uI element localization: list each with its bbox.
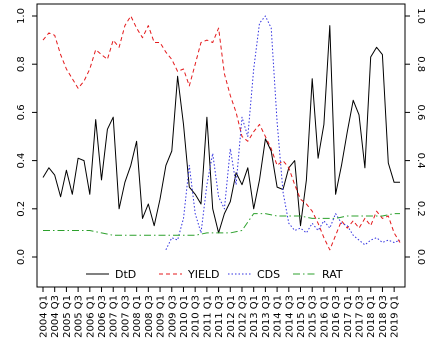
x-tick-label: 2010 Q3 [191,295,202,338]
x-tick-label: 2012 Q1 [226,295,237,338]
x-tick-label: 2013 Q1 [249,295,260,338]
legend-label-cds: CDS [257,268,280,281]
x-tick-label: 2014 Q3 [284,295,295,338]
right-y-tick-label: 0.4 [415,153,426,169]
series-lines [42,15,401,251]
right-y-tick-label: 0.6 [415,104,426,120]
x-tick-label: 2016 Q3 [331,295,342,338]
legend-label-yield: YIELD [187,268,220,281]
x-tick-label: 2007 Q1 [109,295,120,338]
x-tick-label: 2018 Q3 [378,295,389,338]
x-tick-label: 2017 Q3 [355,295,366,338]
x-tick-label: 2004 Q1 [39,295,50,338]
x-tick-label: 2005 Q3 [74,295,85,338]
left-y-tick-label: 0.6 [16,104,27,120]
x-tick-label: 2018 Q1 [366,295,377,338]
x-tick-label: 2007 Q3 [120,295,131,338]
x-tick-label: 2009 Q1 [156,295,167,338]
x-tick-label: 2008 Q1 [132,295,143,338]
x-tick-label: 2015 Q3 [308,295,319,338]
x-tick-label: 2005 Q1 [62,295,73,338]
right-y-axis: 0.0 0.2 0.4 0.6 0.8 1.0 [404,8,426,265]
legend: DtD YIELD CDS RAT [86,268,343,281]
right-y-tick-label: 1.0 [415,8,426,24]
x-tick-label: 2017 Q1 [343,295,354,338]
x-tick-label: 2011 Q1 [202,295,213,338]
left-y-tick-label: 0.2 [16,201,27,217]
right-y-tick-label: 0.8 [415,56,426,72]
legend-label-dtd: DtD [115,268,136,281]
right-y-tick-label: 0.2 [415,201,426,217]
x-tick-label: 2016 Q1 [319,295,330,338]
series-line-yield [42,15,401,251]
x-tick-label: 2015 Q1 [296,295,307,338]
x-tick-label: 2013 Q3 [261,295,272,338]
x-tick-label: 2011 Q3 [214,295,225,338]
left-y-tick-label: 0.8 [16,56,27,72]
x-tick-label: 2012 Q3 [237,295,248,338]
right-y-tick-label: 0.0 [415,249,426,265]
left-y-tick-label: 0.0 [16,249,27,265]
x-tick-label: 2019 Q1 [390,295,401,338]
series-line-dtd [42,25,400,234]
x-tick-label: 2004 Q3 [50,295,61,338]
series-line-rat [43,213,400,236]
x-tick-label: 2006 Q3 [97,295,108,338]
x-axis: 2004 Q1 2004 Q3 2005 Q1 2005 Q3 2006 Q1 2006 … [39,286,401,338]
x-tick-label: 2006 Q1 [85,295,96,338]
left-y-tick-label: 1.0 [16,8,27,24]
legend-label-rat: RAT [322,268,343,281]
x-tick-label: 2009 Q3 [167,295,178,338]
left-y-axis: 0.0 0.2 0.4 0.6 0.8 1.0 [16,8,38,265]
x-tick-label: 2010 Q1 [179,295,190,338]
x-tick-label: 2008 Q3 [144,295,155,338]
series-line-cds [165,15,401,251]
x-tick-label: 2014 Q1 [273,295,284,338]
left-y-tick-label: 0.4 [16,153,27,169]
